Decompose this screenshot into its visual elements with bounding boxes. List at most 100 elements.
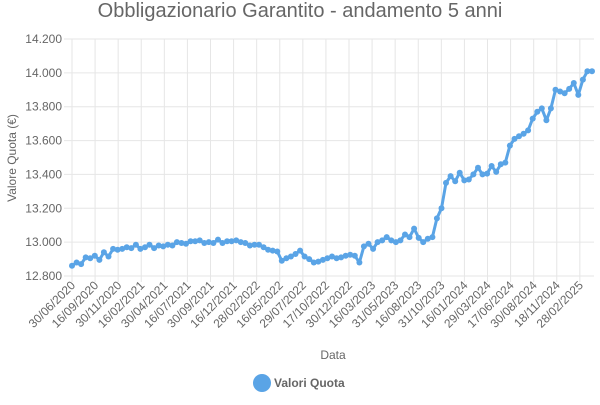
data-point: [205, 239, 212, 246]
data-point: [342, 252, 349, 259]
data-point: [424, 235, 431, 242]
data-point: [178, 240, 185, 246]
data-point: [297, 247, 304, 254]
y-tick-label: 13.200: [25, 201, 62, 215]
data-point: [146, 241, 153, 248]
data-point: [283, 255, 290, 262]
data-point: [246, 242, 253, 249]
data-point: [502, 159, 509, 166]
data-point: [196, 237, 203, 244]
data-point: [575, 91, 582, 98]
data-point: [192, 238, 199, 245]
data-point: [228, 238, 235, 245]
data-point: [388, 237, 395, 244]
data-point: [397, 237, 404, 244]
legend[interactable]: Valori Quota: [253, 374, 345, 392]
data-point: [497, 161, 504, 168]
data-point: [260, 244, 267, 251]
data-point: [360, 243, 367, 250]
data-point: [543, 117, 550, 124]
data-point: [187, 238, 194, 245]
y-tick-label: 14.000: [25, 66, 62, 80]
y-tick-label: 13.400: [25, 167, 62, 181]
data-point: [183, 240, 189, 247]
data-point: [142, 244, 148, 251]
data-point: [233, 237, 240, 244]
data-point: [561, 90, 568, 97]
data-point: [237, 239, 244, 246]
data-point: [365, 240, 372, 247]
data-point: [306, 256, 313, 263]
data-point: [269, 247, 276, 254]
data-point: [475, 164, 481, 171]
data-point: [215, 236, 221, 243]
data-point: [415, 234, 422, 241]
data-point: [114, 246, 121, 253]
data-point: [110, 245, 117, 252]
data-point: [516, 133, 522, 140]
data-point: [411, 225, 418, 232]
data-point: [525, 127, 532, 134]
data-point: [552, 86, 559, 93]
data-point: [370, 245, 377, 252]
data-point: [87, 255, 94, 262]
data-point: [570, 80, 577, 86]
data-point: [433, 215, 440, 222]
data-point: [429, 234, 436, 241]
data-point: [438, 205, 445, 212]
data-point: [310, 259, 317, 266]
data-point: [406, 234, 413, 241]
y-tick-label: 13.800: [25, 100, 62, 114]
data-point: [579, 76, 586, 83]
data-point: [493, 168, 500, 175]
data-point: [402, 231, 408, 238]
data-point: [201, 240, 208, 246]
data-point: [160, 243, 167, 250]
data-point: [155, 242, 162, 249]
data-point: [338, 254, 345, 261]
data-point: [538, 105, 545, 112]
series-line: [70, 69, 594, 268]
data-point: [274, 248, 281, 255]
data-point: [443, 179, 449, 186]
data-point: [128, 245, 135, 252]
data-point: [96, 256, 103, 263]
y-axis-ticks: 12.800 13.000 13.200 13.400 13.600 13.800 14.0…: [25, 32, 62, 283]
y-tick-label: 14.200: [25, 32, 62, 46]
y-axis-title: Valore Quota (€): [5, 114, 19, 202]
data-point: [479, 171, 486, 178]
data-point: [219, 240, 226, 246]
data-point: [566, 85, 573, 92]
data-point: [73, 259, 80, 266]
data-point: [78, 261, 85, 268]
data-point: [529, 115, 536, 122]
data-point: [506, 142, 513, 149]
data-point: [251, 241, 258, 248]
data-point: [151, 245, 158, 252]
data-point: [287, 253, 294, 260]
data-point: [164, 241, 171, 248]
y-tick-label: 13.000: [25, 235, 62, 249]
data-point: [278, 257, 285, 264]
data-point: [319, 256, 326, 263]
data-point: [105, 253, 112, 260]
data-point: [132, 241, 139, 248]
y-tick-label: 13.600: [25, 134, 62, 148]
data-point: [488, 163, 495, 169]
x-axis-title: Data: [320, 348, 346, 362]
data-point: [256, 241, 262, 248]
data-point: [69, 262, 75, 269]
data-point: [301, 253, 308, 260]
chart-title: Obbligazionario Garantito - andamento 5 …: [98, 0, 503, 22]
data-point: [123, 244, 130, 251]
data-point: [210, 240, 217, 246]
data-point: [137, 245, 144, 252]
data-point: [265, 246, 272, 253]
data-point: [534, 108, 541, 115]
data-point: [315, 258, 322, 265]
data-point: [347, 251, 354, 258]
data-point: [547, 105, 554, 112]
data-point: [169, 242, 176, 249]
series-layer: [69, 68, 595, 269]
